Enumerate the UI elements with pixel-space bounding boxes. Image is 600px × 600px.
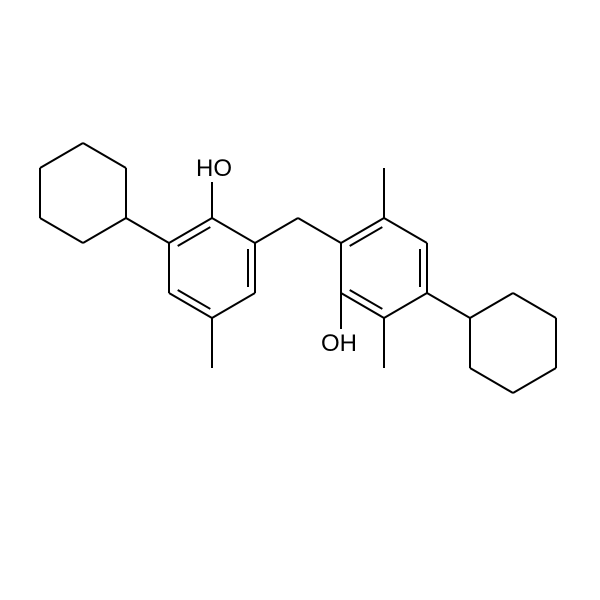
chemical-structure-diagram: HO OH <box>0 0 600 600</box>
atom-label: OH <box>321 330 357 357</box>
atom-label: HO <box>196 155 232 182</box>
